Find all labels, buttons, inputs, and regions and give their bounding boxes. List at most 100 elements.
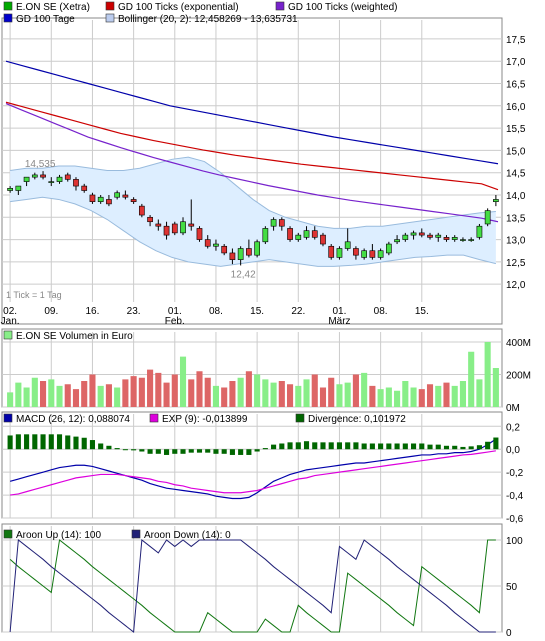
divergence-bar — [419, 443, 425, 450]
x-month-label: Jan. — [1, 316, 20, 327]
price-candle — [180, 221, 186, 234]
divergence-bar — [443, 445, 450, 450]
divergence-bar — [468, 446, 474, 450]
macd-y-tick-label: 0,0 — [506, 445, 520, 456]
legend-swatch — [105, 13, 115, 23]
divergence-bar — [279, 443, 285, 450]
aroon-y-tick-label: 100 — [506, 536, 523, 547]
price-y-tick-label: 13,0 — [506, 236, 526, 247]
volume-bar — [369, 385, 376, 407]
bollinger-band — [10, 156, 497, 267]
price-candle — [344, 241, 351, 249]
divergence-bar — [328, 442, 334, 450]
price-candle — [385, 243, 392, 254]
volume-y-tick-label: 200M — [506, 371, 531, 382]
legend-swatch — [3, 13, 13, 23]
price-candle — [410, 232, 417, 236]
tick-note: 1 Tick = 1 Tag — [6, 290, 62, 300]
price-candle — [377, 250, 384, 258]
volume-bar — [361, 372, 368, 407]
legend-label: E.ON SE (Xetra) — [16, 2, 90, 13]
price-candle — [278, 219, 285, 227]
price-candle — [460, 239, 466, 241]
divergence-bar — [485, 441, 491, 450]
price-candle — [435, 234, 442, 238]
price-candle — [311, 230, 318, 238]
volume-bar — [15, 382, 22, 407]
price-candle — [204, 239, 211, 247]
divergence-bar — [427, 444, 433, 450]
volume-bar — [443, 382, 450, 407]
price-y-tick-label: 17,5 — [506, 35, 526, 46]
gd100-exp-line — [5, 101, 499, 191]
volume-bar — [377, 389, 384, 407]
volume-bar — [39, 381, 47, 407]
volume-bar — [286, 384, 294, 407]
volume-bar — [295, 385, 302, 407]
price-candle — [56, 176, 63, 182]
price-y-tick-label: 14,5 — [506, 169, 526, 180]
price-candle — [138, 205, 145, 216]
price-y-tick-label: 13,5 — [506, 213, 526, 224]
divergence-bar — [336, 442, 343, 450]
gd100-tage-line — [5, 60, 499, 165]
legend-label: MACD (26, 12): 0,088074 — [16, 414, 130, 425]
divergence-bar — [410, 443, 417, 450]
price-candle — [320, 234, 326, 245]
divergence-bar — [262, 448, 268, 450]
price-y-tick-label: 17,0 — [506, 57, 526, 68]
price-candle — [163, 225, 170, 236]
divergence-bar — [303, 441, 310, 450]
volume-bar — [56, 385, 63, 407]
legend-swatch — [105, 1, 115, 11]
price-candle — [221, 245, 228, 254]
legend-swatch — [149, 413, 159, 423]
divergence-bar — [81, 437, 87, 450]
price-y-tick-label: 15,0 — [506, 146, 526, 157]
price-candle — [171, 223, 178, 234]
divergence-bar — [48, 434, 54, 450]
divergence-bar — [196, 449, 203, 453]
aroon-up-line — [9, 539, 496, 633]
divergence-bar — [493, 437, 499, 450]
volume-bar — [122, 379, 129, 407]
volume-bar — [245, 371, 252, 407]
divergence-bar — [369, 443, 375, 450]
divergence-bar — [254, 449, 260, 452]
volume-bar — [81, 381, 88, 407]
x-tick-label: 09. — [44, 306, 58, 317]
macd-y-tick-label: -0,6 — [506, 514, 524, 525]
volume-bar — [492, 368, 499, 407]
price-y-tick-label: 16,0 — [506, 102, 526, 113]
volume-bar — [311, 374, 318, 407]
price-candle — [31, 174, 38, 178]
volume-bar — [254, 374, 261, 407]
volume-bar — [278, 381, 285, 407]
price-candle — [484, 210, 491, 225]
legend-label: Aroon Up (14): 100 — [16, 530, 101, 541]
price-candle — [155, 223, 162, 227]
volume-bar — [303, 379, 310, 407]
divergence-bar — [155, 449, 161, 454]
volume-bar — [319, 387, 327, 407]
price-y-tick-label: 12,0 — [506, 280, 526, 291]
volume-bar — [459, 381, 467, 407]
volume-bar — [155, 372, 162, 407]
bollinger-lower-line — [10, 196, 497, 267]
price-candle — [394, 239, 400, 243]
divergence-bar — [460, 446, 466, 450]
divergence-bar — [98, 443, 104, 450]
legends: E.ON SE (Xetra) GD 100 Ticks (exponential… — [3, 1, 406, 541]
divergence-bar — [229, 449, 235, 455]
divergence-bar — [295, 442, 301, 450]
x-tick-label: 01. — [332, 306, 346, 317]
price-candle — [64, 174, 71, 180]
volume-bar — [262, 379, 269, 407]
price-candle — [493, 199, 499, 202]
volume-bar — [171, 374, 178, 407]
divergence-bar — [32, 434, 38, 450]
price-candle — [443, 237, 450, 240]
divergence-bar — [238, 449, 244, 455]
divergence-bar — [287, 442, 293, 450]
